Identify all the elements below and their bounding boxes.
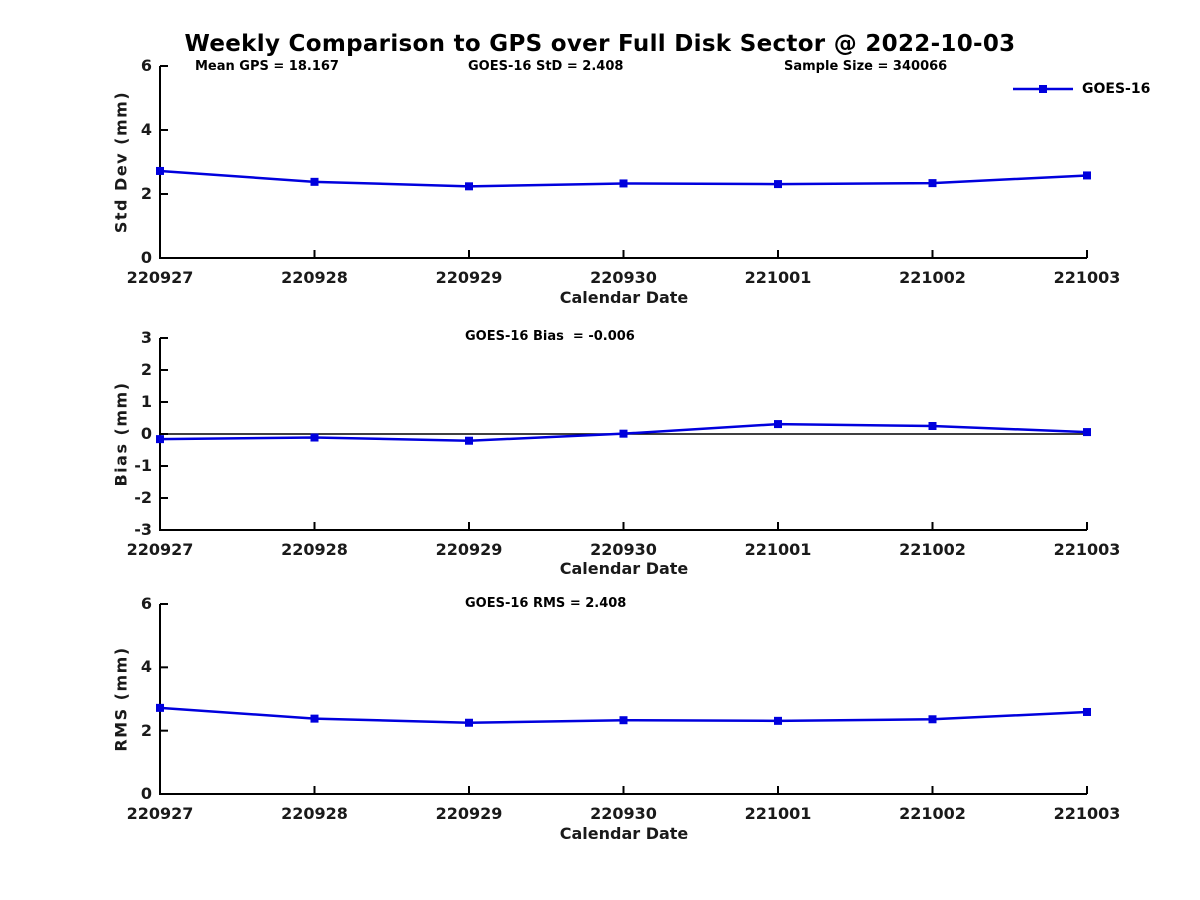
x-tick-label: 221003 [1053,804,1121,823]
x-tick-label: 221001 [744,268,812,287]
y-tick-label: 6 [140,56,152,75]
x-tick-label: 220929 [435,540,503,559]
series-marker-bias [465,436,473,445]
series-marker-rms [619,716,628,725]
y-tick-label: 4 [140,120,152,139]
x-tick-label: 220927 [126,540,194,559]
y-tick-label: -2 [134,488,152,507]
y-tick-label: 2 [140,720,152,740]
y-tick-label: 3 [140,328,152,347]
annotation-sample-size: Sample Size = 340066 [784,59,948,74]
xlabel-calendar-date-3: Calendar Date [559,824,689,843]
series-marker-rms [156,703,164,712]
x-tick-label: 220929 [435,804,503,823]
chart-bias [156,337,1091,531]
y-tick-label: 0 [140,424,152,443]
y-tick-label: 4 [140,657,152,677]
xlabel-calendar-date-2: Calendar Date [559,559,689,578]
y-tick-label: 2 [140,360,152,379]
series-marker-bias [619,429,628,438]
y-tick-label: -1 [134,456,152,475]
y-tick-label: 6 [140,594,152,613]
x-tick-label: 220928 [281,268,348,287]
series-marker-rms [1083,707,1091,716]
series-marker-rms [928,715,937,724]
x-tick-label: 220930 [590,268,657,287]
series-marker-rms [465,718,473,727]
ylabel-std-dev: Std Dev (mm) [111,90,131,234]
xlabel-calendar-date-1: Calendar Date [559,288,689,307]
series-marker-bias [928,422,937,430]
x-tick-label: 220928 [281,540,348,559]
series-marker-std-dev [1083,171,1091,180]
legend-marker-icon [1039,85,1047,93]
y-tick-label: -3 [134,520,152,539]
series-marker-bias [156,435,164,444]
x-tick-label: 220929 [435,268,503,287]
x-tick-label: 221003 [1053,540,1121,559]
annotation-goes16-std: GOES-16 StD = 2.408 [468,59,624,74]
x-tick-label: 220930 [590,540,657,559]
series-marker-std-dev [465,182,473,191]
y-tick-label: 2 [140,184,152,203]
y-tick-label: 1 [140,392,152,411]
chart-std-dev [156,65,1091,259]
series-marker-rms [774,716,782,725]
series-marker-bias [774,420,782,429]
x-tick-label: 220927 [126,268,194,287]
x-tick-label: 221003 [1053,268,1121,287]
series-marker-rms [310,714,319,723]
x-tick-label: 220927 [126,804,194,823]
series-marker-std-dev [310,177,319,186]
series-marker-std-dev [156,166,164,175]
x-tick-label: 221002 [899,804,966,823]
y-tick-label: 0 [140,784,152,803]
x-tick-label: 220928 [281,804,348,823]
x-tick-label: 220930 [590,804,657,823]
series-marker-std-dev [619,179,628,188]
series-marker-std-dev [774,180,782,189]
x-tick-label: 221001 [744,540,812,559]
x-tick-label: 221002 [899,540,966,559]
legend-line-sample [1013,85,1073,93]
x-tick-label: 221002 [899,268,966,287]
x-tick-label: 221001 [744,804,812,823]
annotation-goes16-bias: GOES-16 Bias = -0.006 [465,329,635,344]
chart-rms [156,603,1091,795]
legend-label: GOES-16 [1082,81,1151,97]
legend: GOES-16 [1012,81,1150,97]
series-marker-bias [1083,428,1091,437]
figure-title: Weekly Comparison to GPS over Full Disk … [184,31,1016,57]
series-marker-std-dev [928,179,937,188]
series-marker-bias [310,433,319,442]
annotation-mean-gps: Mean GPS = 18.167 [195,59,339,74]
y-tick-label: 0 [140,248,152,267]
annotation-goes16-rms: GOES-16 RMS = 2.408 [465,596,627,611]
